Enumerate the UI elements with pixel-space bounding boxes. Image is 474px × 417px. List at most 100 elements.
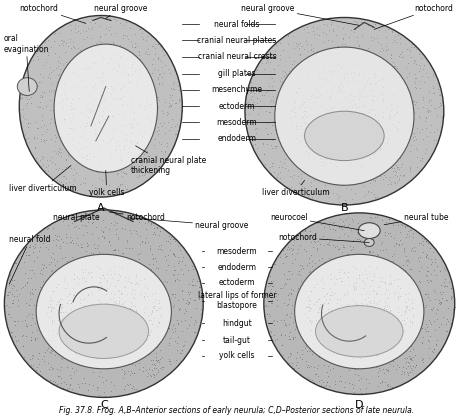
Point bbox=[368, 96, 375, 103]
Point bbox=[8, 285, 15, 292]
Point bbox=[38, 88, 46, 95]
Point bbox=[314, 332, 322, 339]
Point bbox=[123, 135, 131, 142]
Point bbox=[146, 120, 154, 127]
Point bbox=[46, 296, 54, 303]
Point bbox=[176, 123, 183, 129]
Point bbox=[124, 380, 131, 387]
Point bbox=[106, 80, 114, 86]
Point bbox=[299, 98, 307, 105]
Point bbox=[375, 274, 383, 281]
Point bbox=[15, 290, 23, 297]
Point bbox=[72, 89, 79, 95]
Point bbox=[92, 40, 100, 46]
Point bbox=[150, 110, 157, 117]
Point bbox=[128, 44, 136, 50]
Point bbox=[91, 322, 98, 329]
Point bbox=[400, 311, 408, 318]
Point bbox=[376, 355, 383, 362]
Point bbox=[388, 28, 395, 34]
Point bbox=[300, 25, 308, 32]
Point bbox=[59, 38, 66, 44]
Point bbox=[381, 370, 388, 377]
Point bbox=[145, 166, 152, 173]
Point bbox=[283, 253, 290, 259]
Point bbox=[145, 317, 153, 324]
Point bbox=[283, 93, 290, 100]
Point bbox=[102, 57, 109, 64]
Point bbox=[130, 332, 137, 339]
Point bbox=[108, 65, 116, 71]
Point bbox=[302, 358, 310, 364]
Point bbox=[88, 348, 95, 355]
Point bbox=[267, 129, 275, 136]
Point bbox=[341, 312, 348, 319]
Point bbox=[57, 235, 65, 242]
Point bbox=[84, 303, 91, 310]
Point bbox=[361, 323, 369, 329]
Point bbox=[64, 131, 72, 137]
Point bbox=[147, 327, 155, 334]
Point bbox=[407, 278, 415, 285]
Point bbox=[95, 310, 102, 317]
Point bbox=[128, 70, 136, 77]
Point bbox=[321, 103, 329, 110]
Point bbox=[393, 166, 401, 172]
Point bbox=[284, 91, 292, 98]
Point bbox=[318, 115, 325, 121]
Point bbox=[52, 64, 60, 71]
Point bbox=[272, 48, 279, 55]
Point bbox=[316, 94, 323, 100]
Point bbox=[27, 100, 35, 106]
Point bbox=[154, 308, 162, 314]
Point bbox=[252, 67, 260, 73]
Point bbox=[292, 131, 300, 138]
Point bbox=[367, 95, 375, 101]
Point bbox=[109, 88, 116, 94]
Point bbox=[327, 291, 335, 298]
Point bbox=[383, 294, 391, 300]
Point bbox=[395, 351, 402, 358]
Point bbox=[61, 351, 68, 358]
Point bbox=[73, 274, 81, 281]
Point bbox=[109, 38, 117, 45]
Point bbox=[264, 131, 272, 137]
Point bbox=[48, 254, 55, 260]
Point bbox=[364, 337, 371, 344]
Point bbox=[367, 279, 375, 286]
Point bbox=[410, 243, 418, 250]
Point bbox=[80, 135, 88, 142]
Point bbox=[384, 344, 392, 351]
Point bbox=[376, 48, 384, 55]
Point bbox=[153, 358, 161, 364]
Point bbox=[24, 312, 31, 319]
Point bbox=[419, 333, 427, 340]
Point bbox=[153, 323, 161, 329]
Point bbox=[100, 234, 108, 240]
Point bbox=[70, 105, 78, 112]
Point bbox=[111, 262, 118, 269]
Point bbox=[124, 36, 132, 43]
Point bbox=[343, 76, 351, 83]
Point bbox=[285, 321, 293, 328]
Point bbox=[346, 313, 354, 319]
Point bbox=[182, 300, 190, 306]
Point bbox=[371, 111, 379, 117]
Point bbox=[118, 224, 126, 231]
Point bbox=[264, 303, 272, 310]
Point bbox=[167, 123, 175, 130]
Point bbox=[121, 357, 128, 364]
Point bbox=[23, 96, 31, 103]
Point bbox=[119, 280, 127, 287]
Point bbox=[369, 312, 377, 319]
Point bbox=[129, 302, 137, 309]
Point bbox=[91, 309, 98, 316]
Point bbox=[434, 337, 441, 343]
Point bbox=[381, 303, 389, 309]
Point bbox=[125, 331, 132, 337]
Point bbox=[5, 303, 12, 310]
Point bbox=[27, 296, 34, 302]
Point bbox=[336, 98, 344, 105]
Point bbox=[71, 313, 78, 319]
Point bbox=[106, 70, 113, 77]
